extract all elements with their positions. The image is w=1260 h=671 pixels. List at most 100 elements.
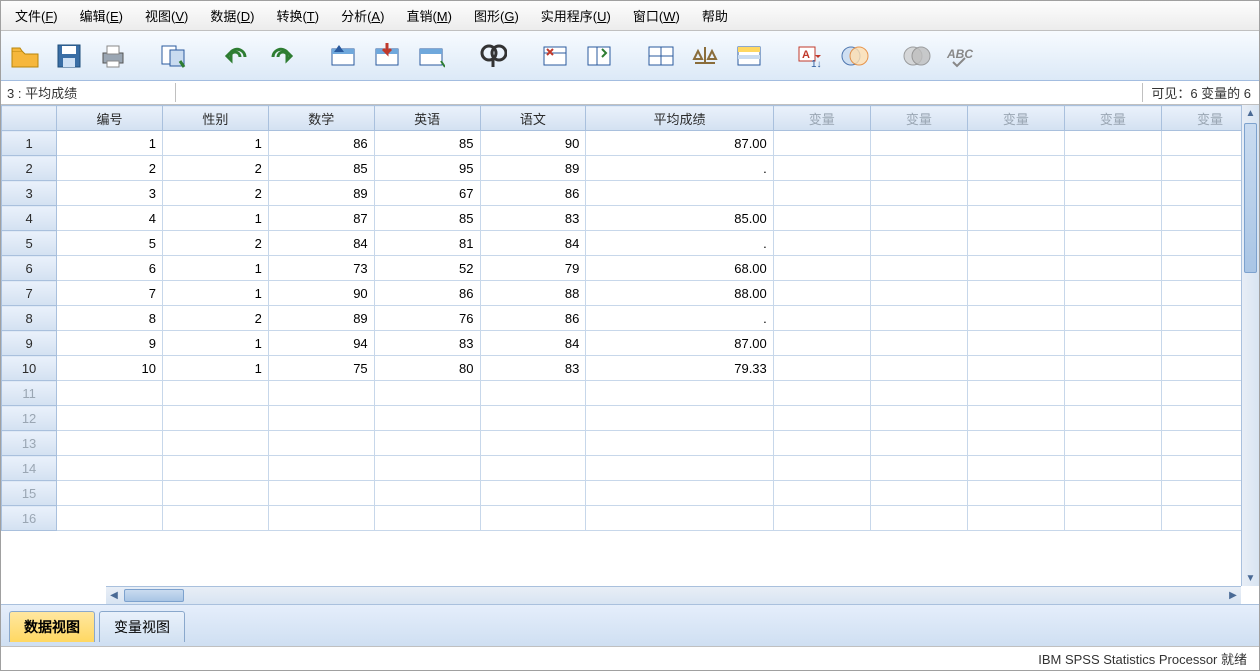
data-cell[interactable] (268, 431, 374, 456)
data-cell[interactable] (967, 431, 1064, 456)
data-cell[interactable] (586, 506, 773, 531)
row-header[interactable]: 16 (2, 506, 57, 531)
weight-icon[interactable] (687, 38, 723, 74)
save-icon[interactable] (51, 38, 87, 74)
row-header[interactable]: 4 (2, 206, 57, 231)
data-cell[interactable] (1064, 231, 1161, 256)
data-cell[interactable] (374, 381, 480, 406)
data-cell[interactable] (967, 356, 1064, 381)
data-cell[interactable] (586, 181, 773, 206)
data-cell[interactable]: 83 (480, 206, 586, 231)
data-cell[interactable] (967, 256, 1064, 281)
data-cell[interactable] (967, 381, 1064, 406)
data-cell[interactable]: 87.00 (586, 331, 773, 356)
data-cell[interactable] (162, 506, 268, 531)
data-cell[interactable] (268, 456, 374, 481)
column-header-empty[interactable]: 变量 (773, 106, 870, 131)
print-icon[interactable] (95, 38, 131, 74)
row-header[interactable]: 2 (2, 156, 57, 181)
row-header[interactable]: 5 (2, 231, 57, 256)
data-cell[interactable]: . (586, 231, 773, 256)
open-icon[interactable] (7, 38, 43, 74)
data-cell[interactable]: 1 (162, 356, 268, 381)
menu-G[interactable]: 图形(G) (464, 3, 529, 28)
data-cell[interactable] (162, 456, 268, 481)
data-cell[interactable]: 84 (480, 331, 586, 356)
data-cell[interactable]: 88 (480, 281, 586, 306)
data-cell[interactable]: 86 (374, 281, 480, 306)
data-cell[interactable] (1064, 281, 1161, 306)
data-cell[interactable] (773, 356, 870, 381)
data-cell[interactable] (480, 456, 586, 481)
goto-case-icon[interactable] (325, 38, 361, 74)
data-cell[interactable]: 79.33 (586, 356, 773, 381)
data-cell[interactable] (586, 406, 773, 431)
data-cell[interactable]: 73 (268, 256, 374, 281)
data-cell[interactable] (57, 381, 163, 406)
data-cell[interactable] (967, 481, 1064, 506)
data-cell[interactable] (1064, 206, 1161, 231)
data-cell[interactable] (480, 506, 586, 531)
data-cell[interactable]: 90 (268, 281, 374, 306)
data-cell[interactable]: 76 (374, 306, 480, 331)
goto-var-icon[interactable] (369, 38, 405, 74)
data-cell[interactable] (1064, 181, 1161, 206)
data-cell[interactable] (870, 156, 967, 181)
data-cell[interactable]: 89 (480, 156, 586, 181)
horizontal-scrollbar[interactable]: ◀ ▶ (106, 586, 1241, 604)
row-header[interactable]: 13 (2, 431, 57, 456)
data-cell[interactable] (967, 231, 1064, 256)
data-cell[interactable]: 95 (374, 156, 480, 181)
data-cell[interactable] (967, 181, 1064, 206)
redo-icon[interactable] (263, 38, 299, 74)
data-cell[interactable]: 89 (268, 306, 374, 331)
data-cell[interactable] (1064, 406, 1161, 431)
data-cell[interactable] (268, 481, 374, 506)
data-cell[interactable] (773, 156, 870, 181)
menu-帮助[interactable]: 帮助 (692, 3, 738, 28)
data-cell[interactable]: 68.00 (586, 256, 773, 281)
undo-icon[interactable] (219, 38, 255, 74)
data-cell[interactable] (870, 406, 967, 431)
data-cell[interactable] (57, 481, 163, 506)
data-cell[interactable]: . (586, 156, 773, 181)
data-cell[interactable]: 2 (162, 181, 268, 206)
menu-F[interactable]: 文件(F) (5, 3, 68, 28)
data-cell[interactable] (773, 506, 870, 531)
column-header[interactable]: 英语 (374, 106, 480, 131)
row-header[interactable]: 6 (2, 256, 57, 281)
data-cell[interactable] (586, 456, 773, 481)
data-cell[interactable]: 87 (268, 206, 374, 231)
row-header[interactable]: 1 (2, 131, 57, 156)
scroll-up-icon[interactable]: ▲ (1242, 105, 1259, 121)
scroll-left-icon[interactable]: ◀ (106, 587, 122, 604)
data-cell[interactable] (870, 431, 967, 456)
spell-check-icon[interactable]: ABC (943, 38, 979, 74)
data-cell[interactable]: 85 (374, 131, 480, 156)
data-cell[interactable] (1064, 331, 1161, 356)
data-cell[interactable] (1064, 306, 1161, 331)
data-cell[interactable]: 85 (268, 156, 374, 181)
data-cell[interactable]: 9 (57, 331, 163, 356)
menu-D[interactable]: 数据(D) (200, 3, 264, 28)
data-cell[interactable]: 83 (480, 356, 586, 381)
data-cell[interactable] (1064, 456, 1161, 481)
data-cell[interactable] (870, 356, 967, 381)
tab-data-view[interactable]: 数据视图 (9, 611, 95, 642)
data-cell[interactable] (870, 231, 967, 256)
row-header[interactable]: 11 (2, 381, 57, 406)
data-cell[interactable] (773, 206, 870, 231)
data-cell[interactable] (586, 431, 773, 456)
data-cell[interactable] (967, 331, 1064, 356)
data-cell[interactable] (162, 406, 268, 431)
hscroll-thumb[interactable] (124, 589, 184, 602)
value-labels-icon[interactable]: A1↓ (793, 38, 829, 74)
data-cell[interactable] (870, 206, 967, 231)
data-cell[interactable] (773, 456, 870, 481)
data-cell[interactable] (1064, 506, 1161, 531)
data-cell[interactable] (480, 431, 586, 456)
data-cell[interactable]: 2 (57, 156, 163, 181)
use-sets-icon[interactable] (837, 38, 873, 74)
data-cell[interactable] (773, 381, 870, 406)
data-cell[interactable] (773, 331, 870, 356)
